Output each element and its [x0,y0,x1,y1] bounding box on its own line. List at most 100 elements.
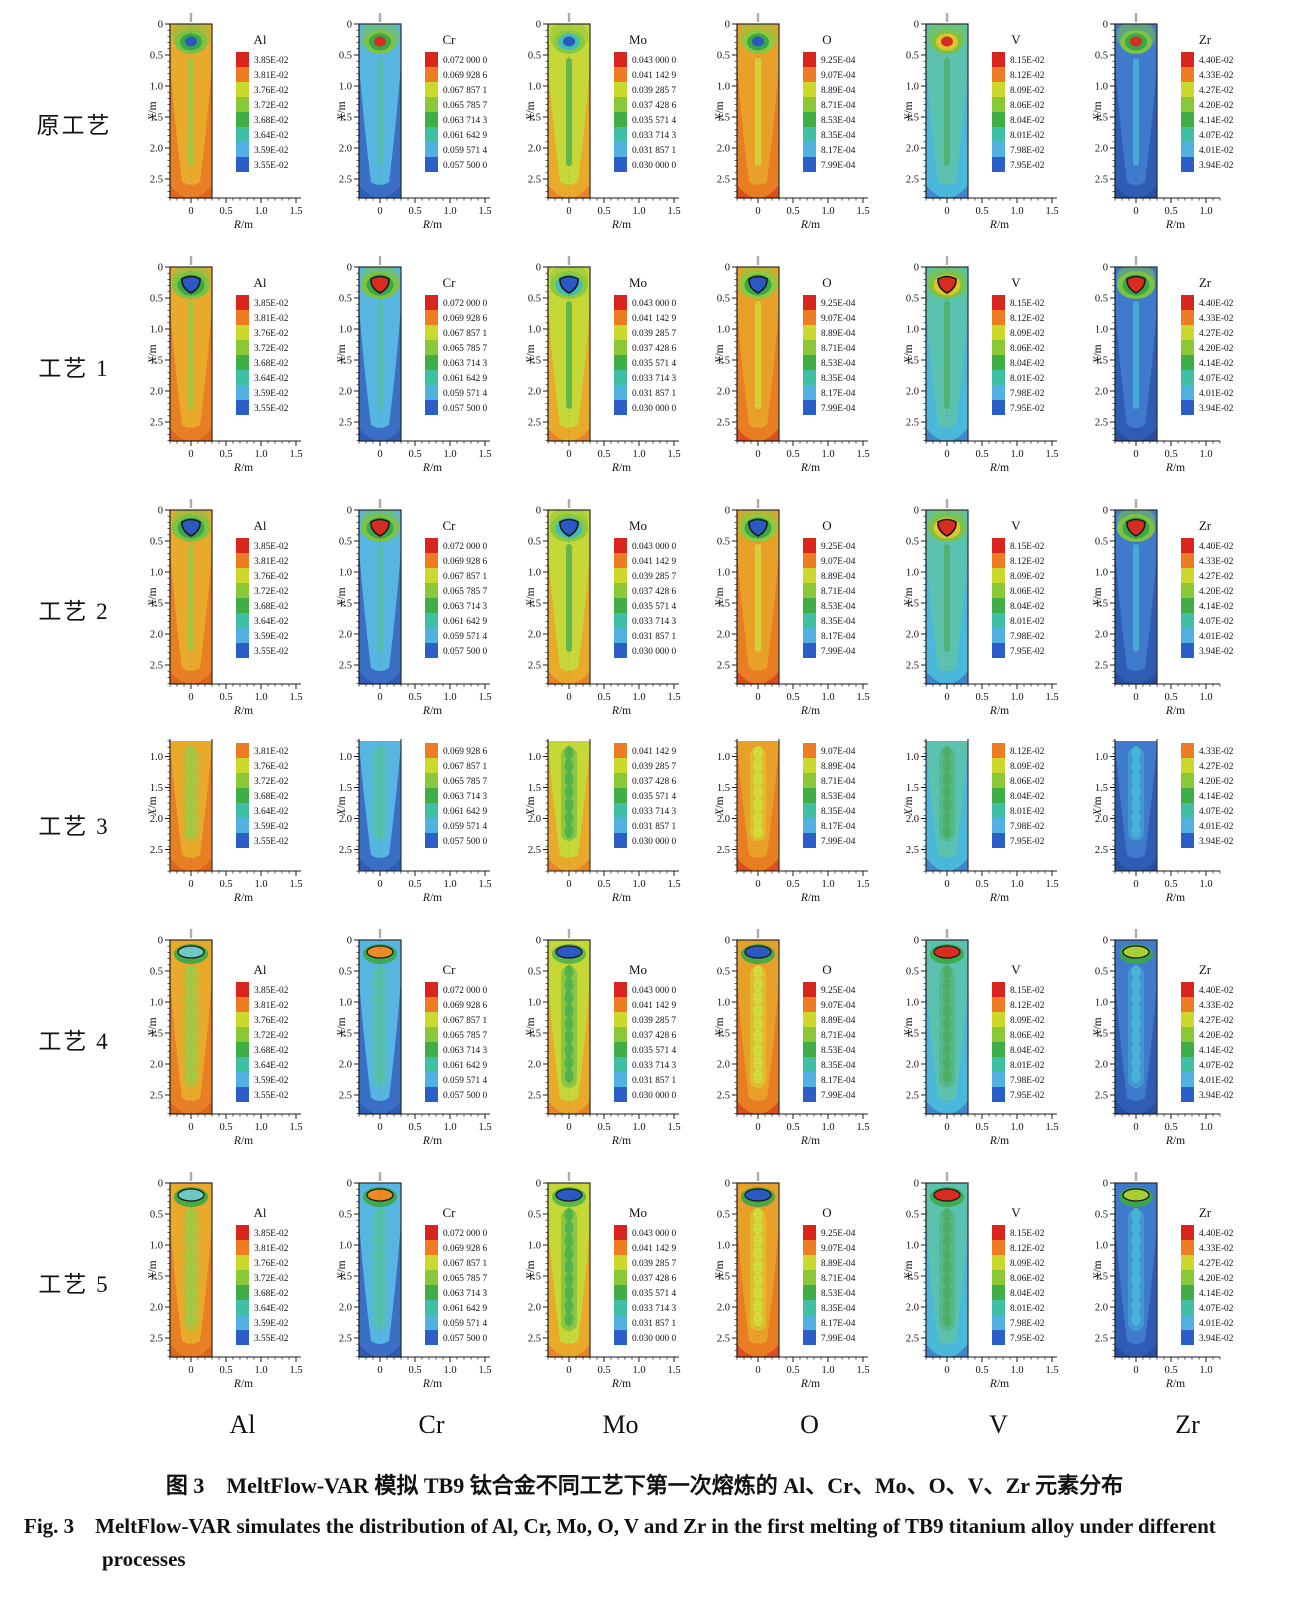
legend-swatch [803,1330,816,1345]
x-tick-label: 1.0 [1199,449,1212,460]
legend-swatch [425,1285,438,1300]
legend-value: 0.035 571 4 [632,1289,677,1299]
legend-swatch [1181,295,1194,310]
x-axis-label: R/m [800,892,820,904]
legend-swatch [425,553,438,568]
plot-cell-o: 0 0.5 1.0 1.5 2.0 2.5 0 0.5 1.0 1.5 R/m X/m O 9.25E-0… [714,1167,904,1396]
x-tick-label: 0.5 [597,1365,610,1376]
legend-swatch [803,628,816,643]
legend-swatch [236,340,249,355]
legend-swatch [803,1027,816,1042]
legend-swatch [614,758,627,773]
y-axis-label: X/m [148,796,159,816]
legend-swatch [425,370,438,385]
legend-value: 4.07E-02 [1199,1061,1234,1071]
legend-value: 9.07E-04 [821,1244,856,1254]
x-axis-label: R/m [233,892,253,904]
legend-title: Cr [443,275,457,290]
legend-value: 3.55E-02 [254,647,289,657]
legend-value: 8.35E-04 [821,807,856,817]
legend-value: 8.09E-02 [1010,1016,1045,1026]
x-tick-label: 0 [1133,449,1138,460]
x-tick-label: 1.0 [443,692,456,703]
plot-cell-al: 0 0.5 1.0 1.5 2.0 2.5 0 0.5 1.0 1.5 R/m X/m Al 3.85E-… [147,494,337,723]
y-tick-label: 2.5 [717,418,730,429]
legend-value: 3.59E-02 [254,146,289,156]
y-tick-label: 1.5 [1095,1272,1108,1283]
legend-value: 3.59E-02 [254,1076,289,1086]
y-tick-label: 0 [347,506,352,517]
x-axis-label: R/m [1165,705,1185,717]
electrode-stub [1134,1172,1138,1181]
plot-cell-cr: 0 0.5 1.0 1.5 2.0 2.5 0 0.5 1.0 1.5 R/m X/m Cr 0.072 … [336,251,526,480]
contour-plot-al-row3: 0 0.5 1.0 1.5 2.0 2.5 0 0.5 1.0 1.5 R/m X/m Al 3.85E-… [147,499,303,717]
ingot-contours [548,741,590,871]
x-tick-label: 0 [944,879,949,890]
legend-swatch [236,833,249,848]
legend-swatch [614,370,627,385]
legend-swatch [425,1240,438,1255]
y-tick-label: 1.5 [339,356,352,367]
x-tick-label: 1.5 [856,692,869,703]
y-tick-label: 2.0 [339,1303,352,1314]
legend-value: 0.065 785 7 [443,1031,488,1041]
electrode-stub [1134,499,1138,508]
legend-value: 3.85E-02 [254,299,289,309]
legend-value: 4.20E-02 [1199,101,1234,111]
legend-value: 0.072 000 0 [443,542,488,552]
y-axis-label: X/m [715,344,726,364]
y-tick-label: 0.5 [1095,537,1108,548]
legend-swatch [803,833,816,848]
legend-value: 0.033 714 3 [632,1304,677,1314]
legend-value: 3.72E-02 [254,1274,289,1284]
legend-value: 0.039 285 7 [632,572,677,582]
legend-value: 0.067 857 1 [443,572,488,582]
y-tick-label: 1.0 [528,998,541,1009]
legend-value: 8.04E-02 [1010,359,1045,369]
legend-value: 0.039 285 7 [632,329,677,339]
x-tick-label: 0 [1133,206,1138,217]
y-tick-label: 1.5 [906,1029,919,1040]
legend-swatch [992,643,1005,658]
process-row-5: 工艺 4 0 0.5 1.0 1.5 2.0 2.5 0 0.5 1.0 1.5 R/m X/m Al 3.… [0,924,1289,1153]
legend-swatch [236,568,249,583]
y-tick-label: 1.5 [528,599,541,610]
legend-value: 8.71E-04 [821,101,856,111]
legend-swatch [1181,1330,1194,1345]
legend-swatch [425,613,438,628]
x-tick-label: 0 [755,449,760,460]
contour-plot-al-row6: 0 0.5 1.0 1.5 2.0 2.5 0 0.5 1.0 1.5 R/m X/m Al 3.85E-… [147,1172,303,1390]
y-tick-label: 2.0 [528,387,541,398]
x-tick-label: 1.0 [1010,692,1023,703]
y-tick-label: 0.5 [1095,294,1108,305]
legend-swatch [803,583,816,598]
plot-cell-al: 0 0.5 1.0 1.5 2.0 2.5 0 0.5 1.0 1.5 R/m X/m Al 3.85E-… [147,8,337,237]
legend-value: 4.14E-02 [1199,1046,1234,1056]
legend-value: 0.035 571 4 [632,359,677,369]
legend-value: 0.033 714 3 [632,374,677,384]
legend-swatch [425,643,438,658]
legend-swatch [1181,1027,1194,1042]
y-axis-label: X/m [337,344,348,364]
legend-swatch [425,1330,438,1345]
legend-value: 3.94E-02 [1199,161,1234,171]
legend-swatch [614,1042,627,1057]
legend-value: 4.27E-02 [1199,1016,1234,1026]
legend-swatch [236,1027,249,1042]
legend-title: O [822,962,831,977]
y-tick-label: 2.0 [150,814,163,825]
x-tick-label: 0.5 [786,692,799,703]
legend-value: 0.030 000 0 [632,647,677,657]
y-tick-label: 1.0 [906,752,919,763]
element-label-zr: Zr [1175,1410,1200,1439]
legend-value: 4.14E-02 [1199,602,1234,612]
y-tick-label: 2.0 [717,1060,730,1071]
legend-title: V [1011,1205,1021,1220]
x-tick-label: 1.5 [1045,1365,1058,1376]
legend-value: 7.99E-04 [821,837,856,847]
x-axis-label: R/m [989,219,1009,231]
legend-value: 0.067 857 1 [443,1259,488,1269]
plot-cells: 0 0.5 1.0 1.5 2.0 2.5 0 0.5 1.0 1.5 R/m X/m Al 3.85E-… [147,1167,1282,1396]
legend-swatch [425,773,438,788]
y-tick-label: 2.0 [528,814,541,825]
